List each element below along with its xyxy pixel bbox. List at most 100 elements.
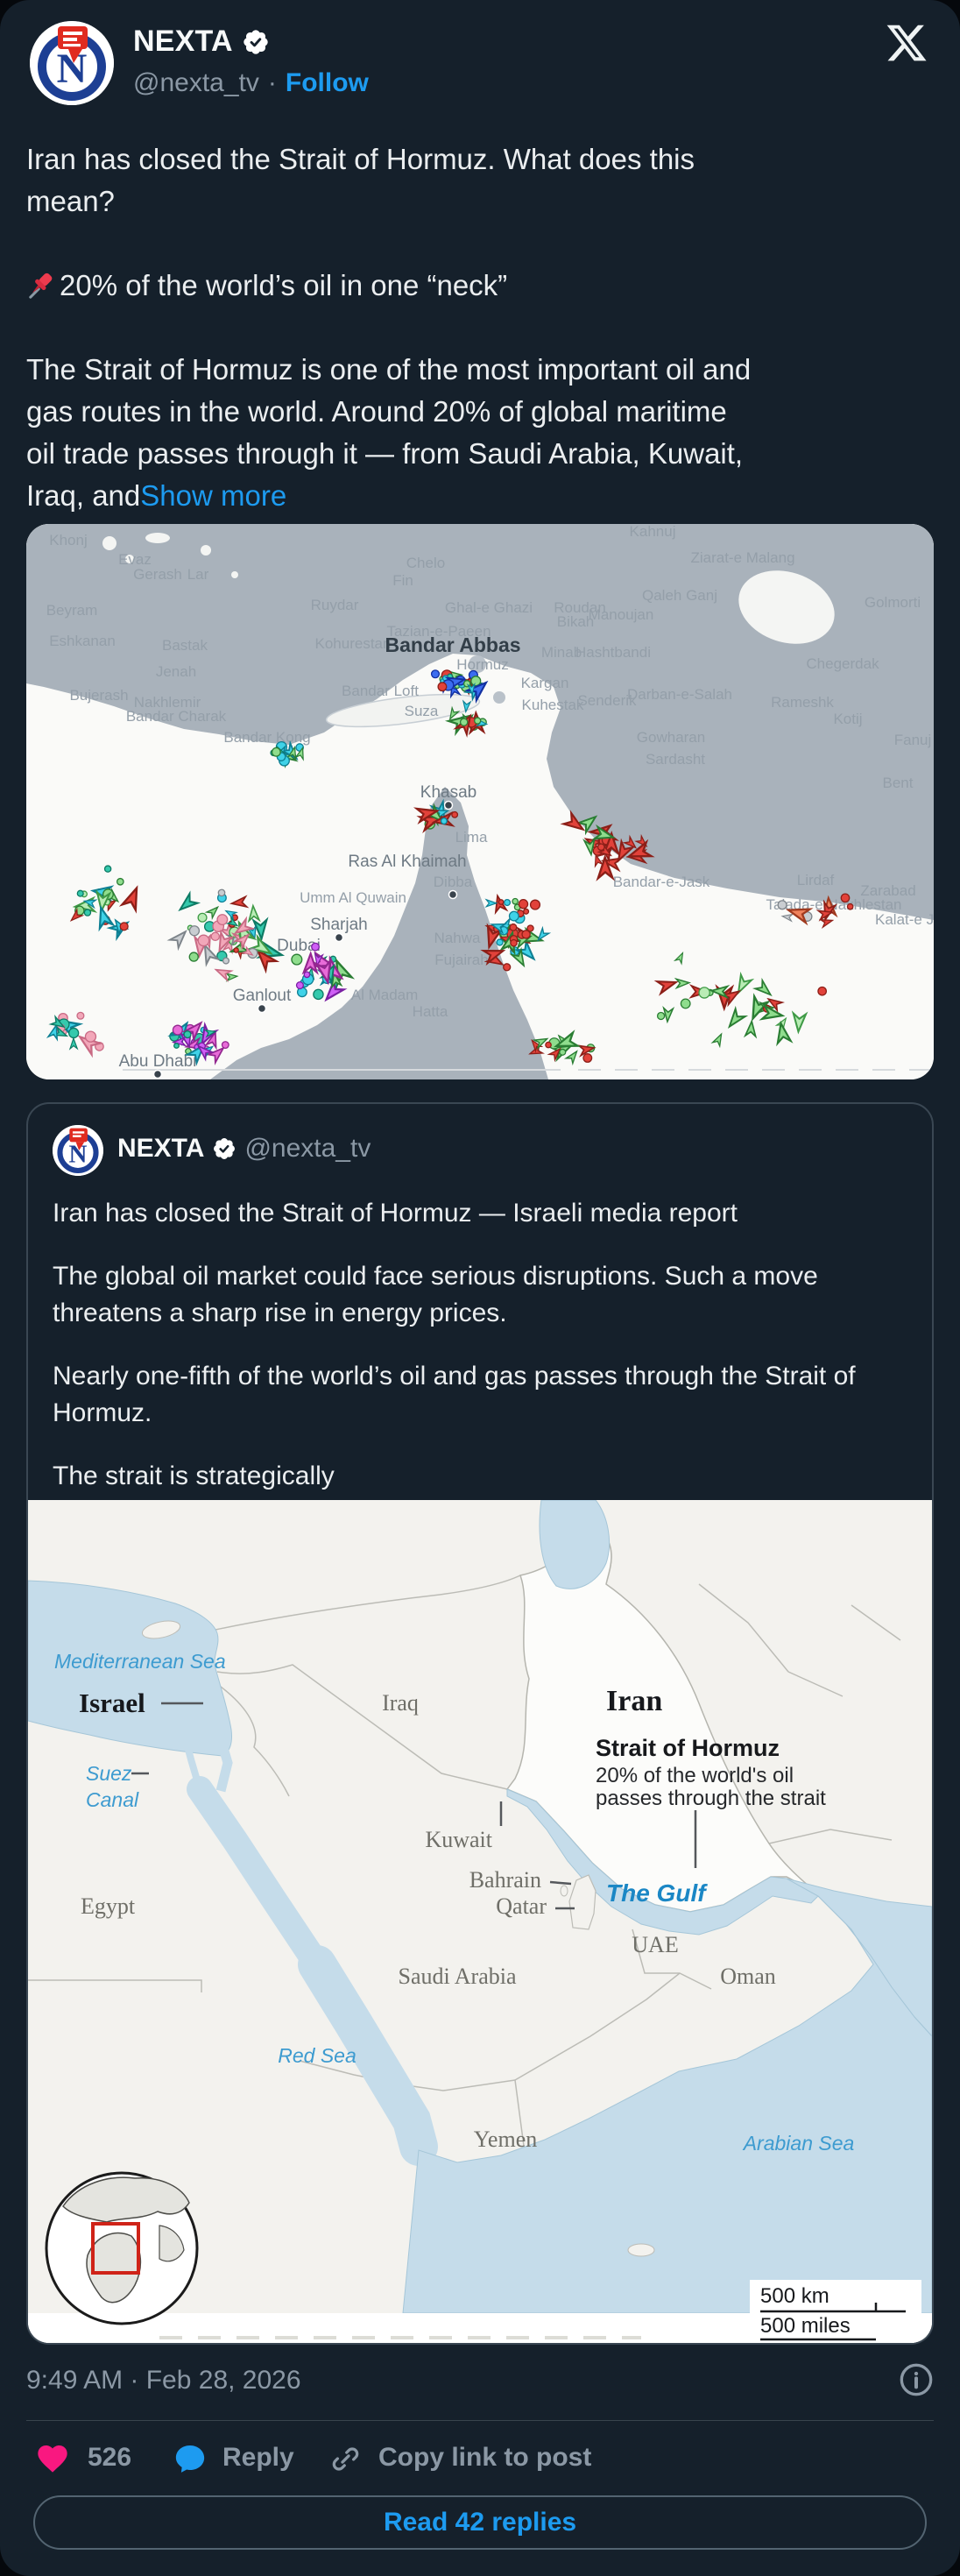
display-name[interactable]: NEXTA	[133, 25, 233, 58]
ship-marker	[233, 947, 239, 953]
info-icon[interactable]	[899, 2362, 934, 2397]
map-place-label: Eshkanan	[49, 633, 116, 649]
copy-link-icon[interactable]	[329, 2443, 362, 2475]
user-handle[interactable]: @nexta_tv	[133, 68, 259, 97]
ship-marker	[204, 905, 220, 921]
map-region-label: Suez	[86, 1762, 132, 1785]
quote-text: Iran has closed the Strait of Hormuz — I…	[53, 1195, 911, 1495]
city-dot	[448, 889, 458, 900]
ship-marker	[737, 971, 755, 995]
copy-link-button[interactable]: Copy link to post	[378, 2443, 592, 2472]
ship-marker	[752, 977, 773, 997]
map-place-label: Bastak	[162, 637, 208, 654]
ship-marker	[596, 853, 615, 881]
map-place-label: Evaz	[118, 551, 152, 568]
quote-display-name[interactable]: NEXTA	[117, 1134, 205, 1163]
avatar[interactable]: N	[30, 21, 114, 105]
marine-traffic-map[interactable]: Khonj Evaz Gerash Lar Chelo Fin Kahnuj Ziarat-e…	[26, 524, 934, 1079]
map-place-label: Fujairah	[434, 952, 488, 968]
ship-marker	[752, 993, 772, 1022]
ship-marker	[503, 963, 512, 972]
map-place-label: Kohurestan	[315, 635, 392, 652]
gulf-of-suez	[210, 1719, 233, 1793]
ship-marker	[560, 810, 586, 832]
salt-flats	[102, 533, 835, 644]
ship-marker	[84, 1030, 97, 1043]
ship-marker	[617, 838, 636, 863]
ship-marker	[166, 930, 187, 952]
ship-marker	[498, 899, 505, 905]
ship-marker	[82, 899, 98, 909]
divider	[26, 2420, 934, 2421]
ship-marker	[582, 837, 596, 857]
x-logo-icon[interactable]	[885, 21, 928, 65]
ship-marker	[547, 1047, 561, 1063]
map-place-label: Bandar Loft	[342, 683, 419, 699]
map-region-label: The Gulf	[606, 1879, 708, 1907]
ship-marker	[532, 1037, 549, 1051]
ship-marker	[98, 904, 116, 932]
ship-marker	[459, 718, 469, 726]
quote-text-line: Hormuz.	[53, 1398, 152, 1427]
tweet-line-pin: 20% of the world’s oil in one “neck”	[26, 265, 934, 307]
ship-marker	[509, 923, 518, 931]
map-place-label: Al Madam	[351, 987, 419, 1003]
iran-landmass	[26, 524, 934, 920]
map-region-label: Canal	[86, 1788, 139, 1811]
map-region-label: Bahrain	[469, 1867, 541, 1893]
ship-marker	[303, 971, 311, 979]
ship-marker	[188, 925, 201, 937]
ship-marker	[719, 989, 742, 1008]
persian-gulf	[506, 1788, 819, 1936]
ship-marker	[777, 900, 787, 910]
follow-link[interactable]: Follow	[285, 68, 369, 97]
mediterranean-sea	[28, 1580, 232, 1757]
map-place-label: Dubai	[277, 937, 321, 955]
ship-marker	[214, 968, 234, 983]
map-place-label: Bujerash	[69, 687, 128, 704]
ship-marker	[780, 913, 794, 923]
reply-bubble-icon[interactable]	[173, 2442, 207, 2475]
like-count[interactable]: 526	[88, 2443, 132, 2472]
map-place-label: Nakhlemir	[134, 694, 201, 711]
hormuz-island	[469, 655, 486, 673]
ship-marker	[545, 1041, 552, 1049]
show-more-link[interactable]: Show more	[140, 479, 287, 512]
map-place-label: Ruydar	[311, 597, 359, 613]
map-place-label: Lima	[455, 829, 488, 846]
map-place-label: Darban-e-Salah	[627, 686, 732, 703]
map-place-label: Kotij	[833, 711, 862, 727]
ship-marker	[512, 897, 519, 905]
ship-marker	[653, 980, 679, 996]
ship-marker	[776, 1020, 794, 1047]
timestamp: 9:49 AM · Feb 28, 2026	[26, 2366, 301, 2395]
ship-marker	[95, 889, 112, 914]
quote-text-line	[53, 1432, 911, 1458]
ship-marker	[294, 746, 304, 761]
ship-marker	[222, 957, 230, 965]
ship-marker	[625, 839, 655, 858]
map-place-label: Ziarat-e Malang	[690, 549, 794, 566]
reply-button[interactable]: Reply	[222, 2443, 294, 2472]
map-place-label: Roudan	[554, 599, 606, 616]
read-replies-button[interactable]: Read 42 replies	[33, 2495, 927, 2550]
map-place-label: Hatta	[413, 1003, 448, 1020]
qatar-peninsula	[568, 1874, 596, 1930]
ship-marker	[709, 985, 731, 1000]
ship-marker	[448, 705, 461, 721]
map-place-label: Ganlout	[233, 987, 292, 1005]
map-region-label: Egypt	[81, 1893, 136, 1919]
like-heart-icon[interactable]	[35, 2441, 70, 2476]
quoted-tweet-card[interactable]: N NEXTA @nexta_tv Iran has closed the St…	[26, 1102, 934, 2345]
ship-marker	[233, 916, 256, 935]
ship-marker	[680, 998, 691, 1009]
scale-bars	[760, 2303, 906, 2341]
ship-marker	[46, 1023, 59, 1042]
ship-marker	[48, 1014, 66, 1029]
ship-marker	[673, 951, 684, 966]
quote-handle[interactable]: @nexta_tv	[244, 1134, 371, 1163]
ship-marker	[103, 865, 112, 873]
ship-marker	[116, 877, 124, 886]
map-place-label: Lar	[187, 566, 209, 583]
ship-marker	[221, 1041, 229, 1049]
